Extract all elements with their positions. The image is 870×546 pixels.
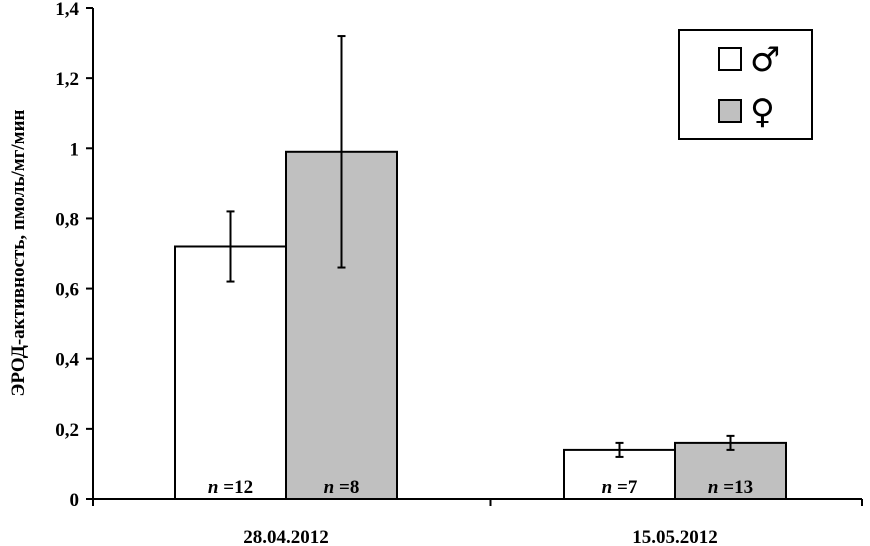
category-label: 15.05.2012 (632, 527, 718, 546)
y-tick-label: 0 (70, 490, 80, 511)
y-axis-label: ЭРОД-активность, пмоль/мг/мин (8, 109, 29, 396)
n-label-value: =8 (339, 477, 359, 498)
legend-label: ♂ (750, 40, 780, 80)
bar (674, 441, 787, 500)
y-tick-label: 0,8 (55, 209, 79, 230)
y-tick-label: 1,2 (55, 69, 79, 90)
n-label-value: =12 (223, 477, 253, 498)
axes: 0 0,2 0,4 0,6 0,8 1 1,2 1,4 28.04.2012 15.05.2012 (55, 0, 863, 546)
legend: ♂♀ (678, 29, 813, 140)
n-label-prefix: n (324, 477, 339, 498)
legend-box (678, 29, 813, 140)
n-label-prefix: n (208, 477, 223, 498)
n-label: n =7 (602, 477, 638, 498)
category-label: 28.04.2012 (243, 527, 329, 546)
bar (174, 245, 287, 500)
y-tick-label: 1 (70, 139, 80, 160)
n-label: n =8 (324, 477, 360, 498)
y-tick-label: 0,4 (55, 350, 79, 371)
bar (563, 448, 676, 500)
legend-swatch (718, 47, 742, 71)
n-label: n =12 (208, 477, 253, 498)
n-label: n =13 (708, 477, 753, 498)
n-label-prefix: n (708, 477, 723, 498)
bars: n =12 n =7n =8 n =13 (174, 35, 787, 501)
n-label-value: =7 (617, 477, 638, 498)
n-label-value: =13 (723, 477, 753, 498)
legend-swatch (718, 99, 742, 123)
y-tick-label: 1,4 (55, 0, 79, 20)
y-tick-label: 0,6 (55, 280, 79, 301)
legend-label: ♀ (750, 92, 775, 132)
n-label-prefix: n (602, 477, 617, 498)
y-tick-label: 0,2 (55, 420, 79, 441)
